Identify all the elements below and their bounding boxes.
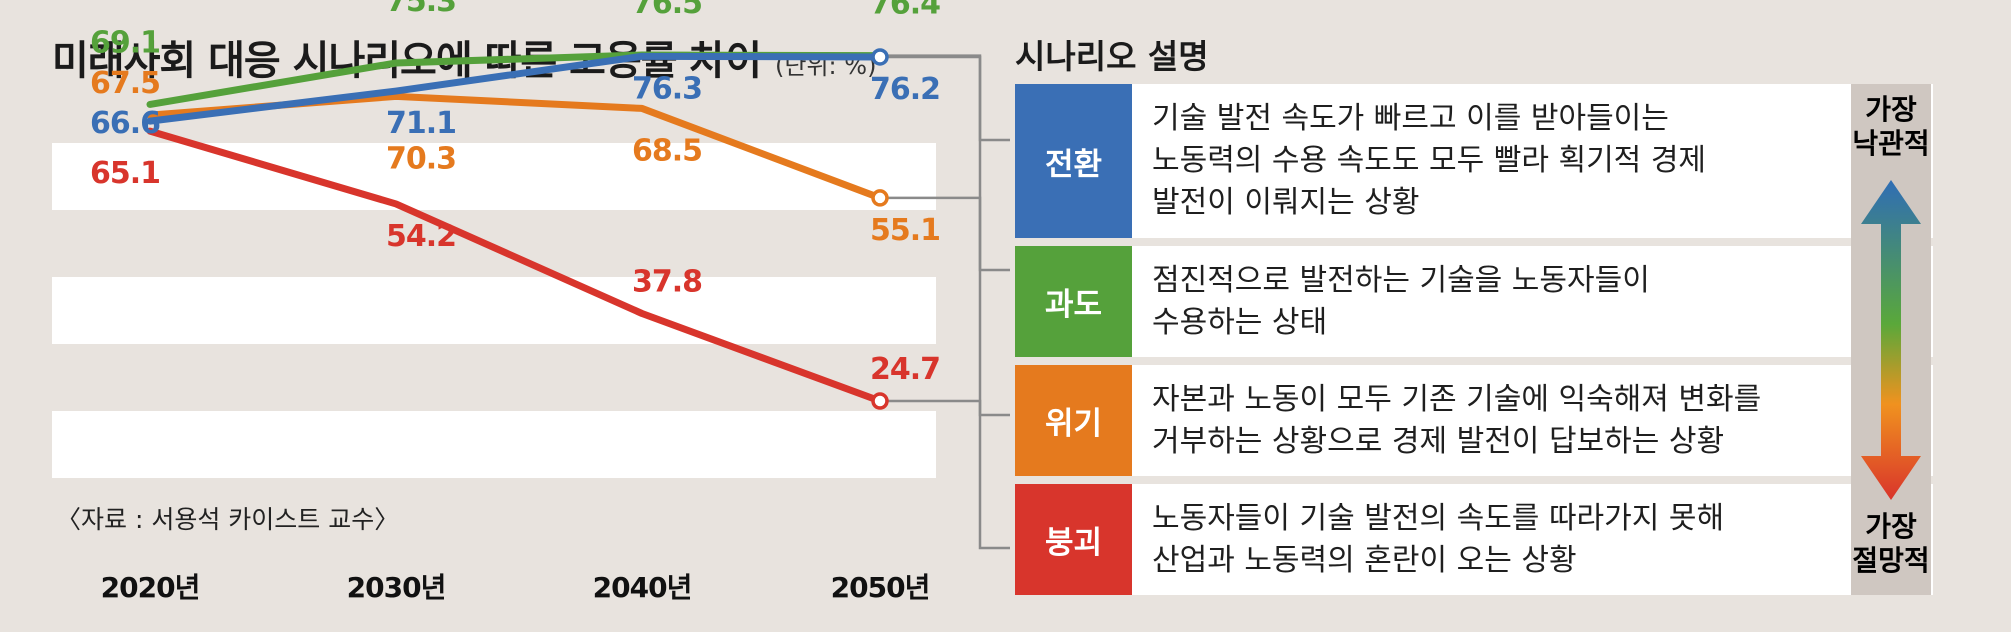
scale-top-line-2: 낙관적 <box>1852 127 1930 160</box>
scale-arrow-shape <box>1861 180 1921 500</box>
scenario-description-line: 자본과 노동이 모두 기존 기술에 익숙해져 변화를 <box>1152 381 1762 417</box>
data-label-전환: 76.2 <box>870 72 940 107</box>
scenario-row: 붕괴 노동자들이 기술 발전의 속도를 따라가지 못해 산업과 노동력의 혼란이 오… <box>1015 484 1933 595</box>
series-line-전환 <box>146 52 884 125</box>
data-label-위기: 70.3 <box>386 141 456 176</box>
x-tick-label: 2040년 <box>592 571 693 604</box>
line-chart: 66.6 71.1 76.3 76.2 69.1 75.3 76.5 76.4 67.5 70.3… <box>90 0 1010 550</box>
scenario-name: 붕괴 <box>1015 484 1132 595</box>
scale-bottom-line-2: 절망적 <box>1852 544 1930 577</box>
scenario-name: 과도 <box>1015 246 1132 357</box>
scenario-description-line: 노동력의 수용 속도도 모두 빨라 획기적 경제 <box>1152 143 1707 178</box>
data-label-위기: 68.5 <box>632 133 702 168</box>
scenario-row: 위기 자본과 노동이 모두 기존 기술에 익숙해져 변화를 거부하는 상황으로 경제… <box>1015 365 1933 476</box>
series-end-marker-위기 <box>871 189 889 207</box>
panel-title: 시나리오 설명 <box>1015 37 1209 76</box>
series-line-과도 <box>146 51 884 108</box>
data-label-과도: 76.5 <box>632 0 702 21</box>
scenario-description-line: 기술 발전 속도가 빠르고 이를 받아들이는 <box>1152 101 1669 136</box>
data-label-전환: 76.3 <box>632 71 702 106</box>
data-label-전환: 71.1 <box>386 106 456 141</box>
chart-band-1 <box>52 143 936 210</box>
data-label-과도: 76.4 <box>870 0 940 22</box>
scale-top-line-1: 가장 <box>1865 93 1917 126</box>
chart-band-3 <box>52 411 936 478</box>
scenario-description-line: 발전이 이뤄지는 상황 <box>1152 185 1420 220</box>
data-label-위기: 67.5 <box>90 66 160 101</box>
scale-bottom-label: 가장 절망적 <box>1846 510 1936 578</box>
series-line-위기 <box>146 92 884 202</box>
data-label-붕괴: 37.8 <box>632 264 702 299</box>
scenario-description-line: 수용하는 상태 <box>1152 304 1328 340</box>
scenario-row: 과도 점진적으로 발전하는 기술을 노동자들이 수용하는 상태 <box>1015 246 1933 357</box>
scale-top-label: 가장 낙관적 <box>1846 93 1936 161</box>
connector-과도 <box>880 54 1010 272</box>
scenario-row: 전환 기술 발전 속도가 빠르고 이를 받아들이는 노동력의 수용 속도도 모두 빨… <box>1015 84 1933 238</box>
scale-bottom-line-1: 가장 <box>1865 510 1917 543</box>
data-label-전환: 66.6 <box>90 106 160 141</box>
data-label-과도: 69.1 <box>90 25 160 60</box>
chart-band-2 <box>52 277 936 344</box>
scenario-description-line: 거부하는 상황으로 경제 발전이 답보하는 상황 <box>1152 423 1725 459</box>
scenario-name: 위기 <box>1015 365 1132 476</box>
connector-붕괴 <box>880 399 1010 550</box>
source-note: 〈자료 : 서용석 카이스트 교수〉 <box>56 505 400 534</box>
data-label-붕괴: 65.1 <box>90 156 160 191</box>
data-label-붕괴: 54.2 <box>386 219 456 254</box>
x-tick-label: 2050년 <box>830 571 931 604</box>
scale-arrow <box>1861 180 1921 500</box>
data-label-위기: 55.1 <box>870 213 940 248</box>
data-label-과도: 75.3 <box>386 0 456 19</box>
scenario-name: 전환 <box>1015 84 1132 238</box>
series-end-marker-전환 <box>871 48 889 66</box>
series-end-marker-붕괴 <box>871 392 889 410</box>
scenario-description-line: 산업과 노동력의 혼란이 오는 상황 <box>1152 542 1577 578</box>
x-tick-label: 2020년 <box>100 571 201 604</box>
data-label-붕괴: 24.7 <box>870 352 940 387</box>
connector-위기 <box>880 196 1010 417</box>
series-line-붕괴 <box>146 127 884 405</box>
scenario-description-line: 점진적으로 발전하는 기술을 노동자들이 <box>1152 262 1650 298</box>
x-tick-label: 2030년 <box>346 571 447 604</box>
scenario-description-line: 노동자들이 기술 발전의 속도를 따라가지 못해 <box>1152 500 1725 536</box>
